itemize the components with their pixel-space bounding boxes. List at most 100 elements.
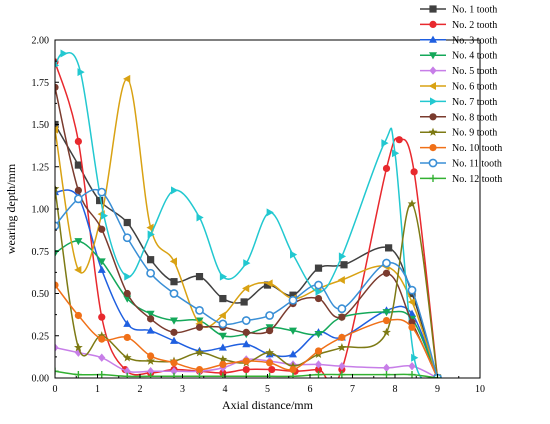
data-point	[314, 294, 323, 303]
data-point	[98, 225, 106, 233]
data-point	[314, 347, 323, 355]
data-point	[337, 304, 347, 314]
data-point	[169, 257, 177, 266]
data-point	[338, 371, 346, 378]
data-point	[407, 285, 417, 295]
data-point	[196, 213, 204, 222]
legend-label: No. 10 tooth	[452, 143, 502, 154]
data-point	[219, 294, 227, 303]
x-tick-label: 10	[475, 384, 485, 395]
legend-label: No. 5 tooth	[452, 66, 497, 77]
data-point	[392, 149, 400, 158]
x-tick-label: 2	[138, 384, 143, 395]
legend: No. 1 tooth No. 2 tooth No. 3 tooth No. 4 t…	[420, 5, 502, 185]
legend-marker	[429, 35, 437, 43]
data-point	[382, 258, 391, 268]
data-point	[100, 211, 109, 220]
data-point	[195, 305, 204, 315]
data-point	[408, 318, 416, 326]
series-12	[55, 367, 442, 378]
legend-label: No. 6 tooth	[452, 82, 497, 93]
data-point	[219, 272, 228, 281]
data-point	[73, 194, 83, 204]
data-point	[195, 372, 204, 378]
data-point	[74, 186, 82, 195]
data-point	[74, 238, 83, 246]
data-point	[123, 319, 132, 327]
x-axis-title: Axial distance/mm	[222, 398, 314, 412]
series-line	[55, 78, 439, 378]
data-point	[338, 361, 346, 371]
legend-item: No. 12 tooth	[420, 174, 502, 185]
legend-item: No. 9 tooth	[420, 127, 497, 139]
data-point	[195, 317, 204, 325]
legend-label: No. 12 tooth	[452, 174, 502, 185]
legend-label: No. 4 tooth	[452, 51, 497, 62]
data-point	[123, 74, 131, 83]
data-point	[288, 295, 298, 305]
data-point	[74, 161, 82, 169]
data-point	[218, 311, 226, 320]
data-point	[147, 230, 155, 239]
data-point	[123, 372, 131, 378]
data-point	[170, 328, 178, 336]
data-point	[289, 365, 297, 374]
data-point	[338, 333, 346, 342]
data-point	[218, 319, 228, 329]
series-line	[55, 87, 439, 378]
data-point	[266, 359, 274, 367]
data-point	[265, 279, 273, 288]
data-point	[195, 348, 204, 357]
y-tick-label: 2.00	[32, 36, 50, 47]
data-point	[314, 371, 323, 378]
data-point	[55, 125, 58, 134]
legend-label: No. 2 tooth	[452, 20, 497, 31]
series-line	[55, 124, 439, 378]
data-point	[408, 371, 416, 378]
data-point	[170, 359, 178, 367]
series-line	[55, 370, 438, 378]
data-point	[314, 331, 323, 339]
x-tick-label: 5	[265, 384, 270, 395]
series-line	[55, 188, 439, 378]
data-point	[74, 371, 82, 378]
series-line	[55, 284, 439, 378]
data-point	[265, 311, 275, 320]
legend-item: No. 3 tooth	[420, 35, 497, 46]
data-point	[218, 354, 228, 364]
data-point	[98, 313, 106, 321]
y-axis-title: wearing depth/mm	[4, 163, 18, 254]
data-point	[340, 261, 348, 269]
data-point	[124, 272, 132, 281]
data-point	[74, 265, 82, 274]
series-10	[55, 281, 442, 378]
data-point	[382, 164, 391, 173]
legend-marker	[428, 158, 438, 168]
data-point	[169, 289, 179, 298]
data-point	[219, 360, 227, 369]
data-point	[123, 289, 131, 298]
data-point	[266, 208, 274, 217]
data-point	[314, 280, 323, 290]
x-tick-label: 8	[393, 384, 398, 395]
data-point	[407, 297, 415, 306]
series-line	[55, 188, 439, 378]
legend-item: No. 8 tooth	[420, 112, 497, 123]
data-point	[395, 136, 403, 144]
data-point	[60, 49, 68, 58]
data-point	[242, 284, 250, 293]
data-point	[122, 353, 132, 362]
data-point	[98, 335, 106, 343]
legend-item: No. 2 tooth	[420, 20, 497, 31]
data-point	[382, 371, 391, 378]
data-point	[55, 343, 59, 352]
data-point	[382, 363, 391, 373]
data-point	[337, 342, 347, 352]
data-point	[241, 316, 251, 325]
data-point	[147, 315, 155, 323]
legend-marker	[428, 82, 436, 90]
data-point	[242, 357, 250, 365]
data-point	[123, 218, 131, 227]
data-point	[55, 281, 59, 289]
